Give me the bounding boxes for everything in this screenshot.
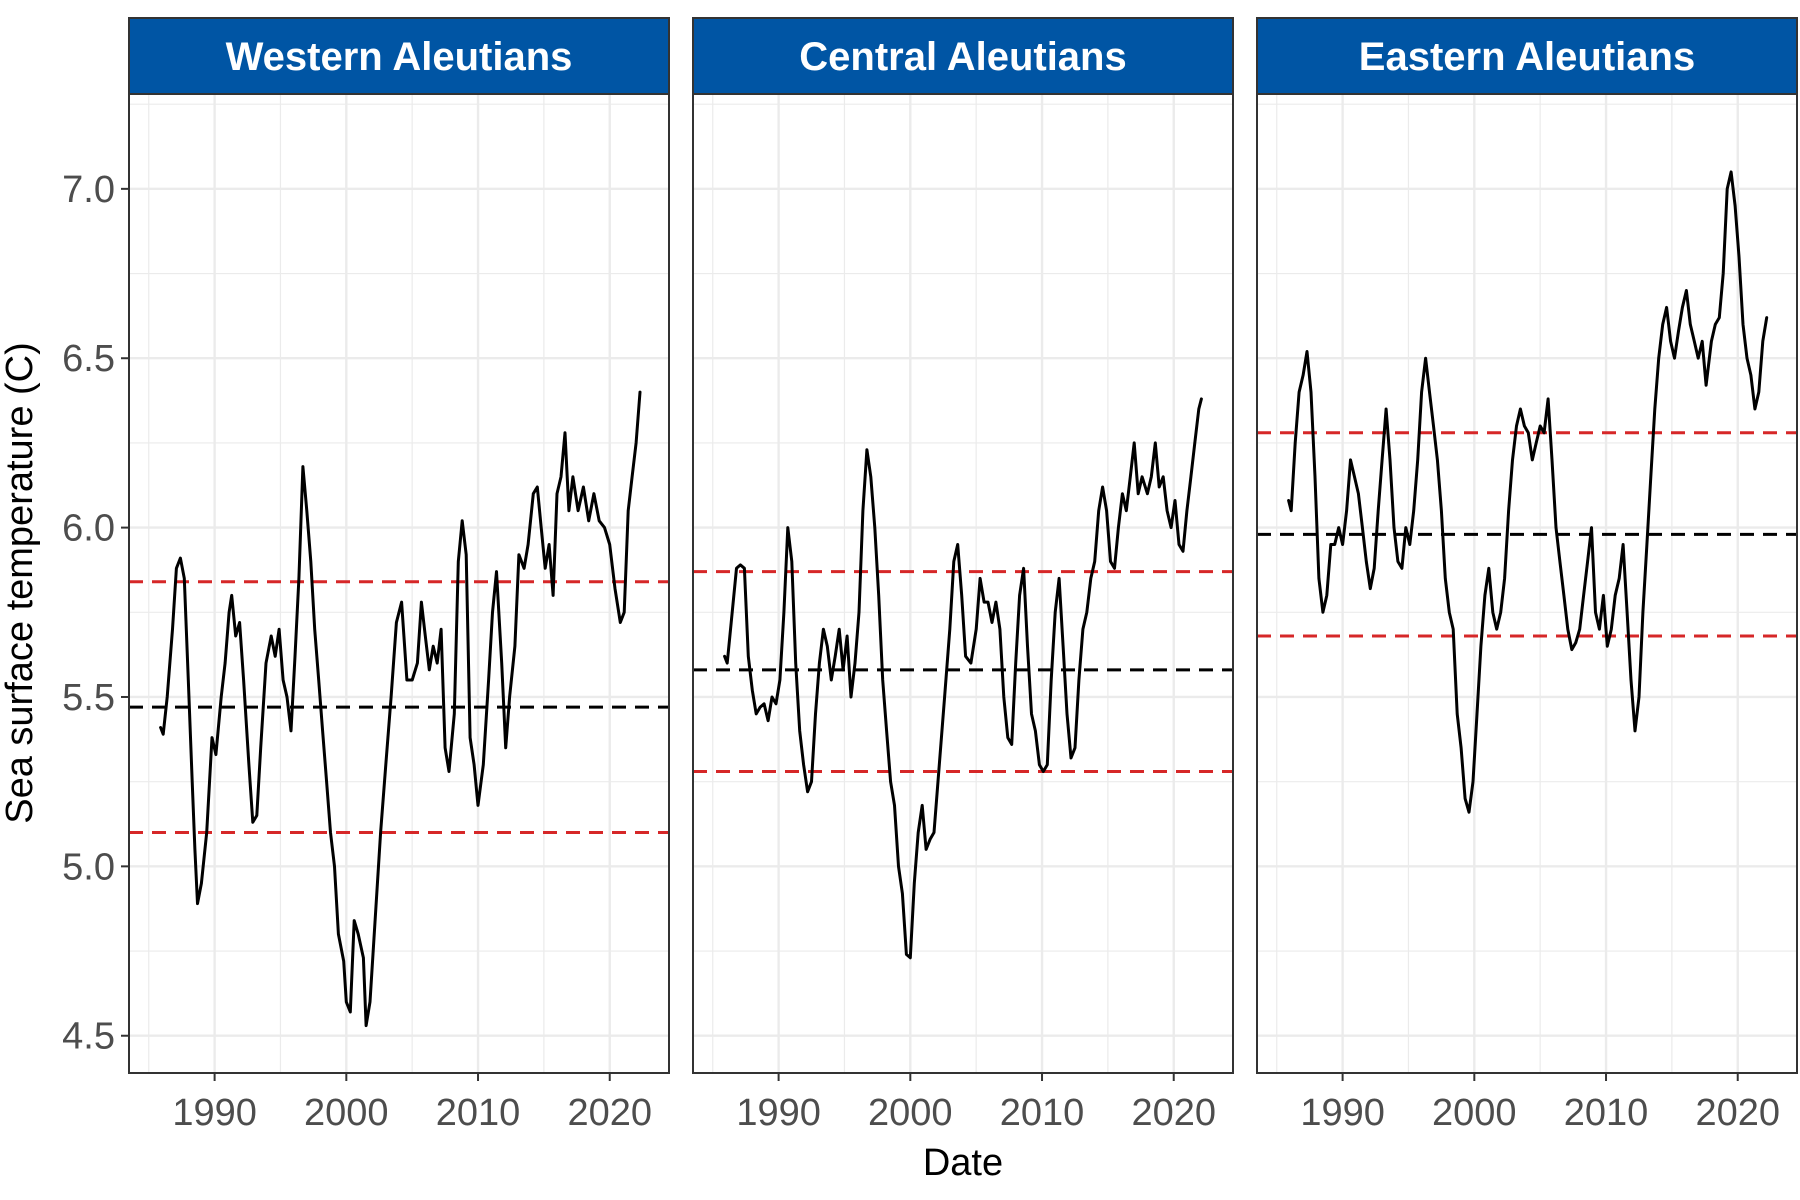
y-tick-label: 6.0 [62,508,115,550]
facet-strip [128,17,670,95]
x-tick-label: 1990 [1300,1092,1385,1134]
y-tick-label: 5.0 [62,846,115,888]
sst-series-line [723,397,1203,960]
facet-panel-2: Central Aleutians 1990 2000 2010 2020 [692,17,1234,1134]
facet-panel-1: Western Aleutians 1990 2000 2010 2020 4.5 5.0 5… [62,17,670,1134]
x-tick-label: 2020 [1695,1092,1780,1134]
facet-panel-3: Eastern Aleutians 1990 2000 2010 2020 [1256,17,1798,1134]
y-tick-label: 6.5 [62,338,115,380]
x-tick-label: 2010 [1000,1092,1085,1134]
sst-series-line [159,390,642,1028]
x-tick-label: 1990 [736,1092,821,1134]
facet-strip [692,17,1234,95]
y-tick-label: 5.5 [62,677,115,719]
x-tick-label: 2000 [1432,1092,1517,1134]
panel-background [129,94,669,1073]
x-axis-title: Date [923,1142,1003,1184]
sst-series-line [1287,170,1769,814]
x-tick-label: 2010 [436,1092,521,1134]
x-tick-label: 2000 [868,1092,953,1134]
panel-background [1257,94,1797,1073]
y-tick-label: 4.5 [62,1016,115,1058]
x-tick-label: 1990 [172,1092,257,1134]
x-tick-label: 2010 [1564,1092,1649,1134]
facet-strip-label: Western Aleutians [226,35,573,79]
x-tick-label: 2000 [304,1092,389,1134]
x-tick-label: 2020 [1131,1092,1216,1134]
x-tick-label: 2020 [567,1092,652,1134]
facet-strip-label: Eastern Aleutians [1359,35,1695,79]
panel-background [693,94,1233,1073]
y-tick-label: 7.0 [62,169,115,211]
facet-strip-label: Central Aleutians [799,35,1126,79]
y-axis-title: Sea surface temperature (C) [0,342,41,824]
facet-strip [1256,17,1798,95]
